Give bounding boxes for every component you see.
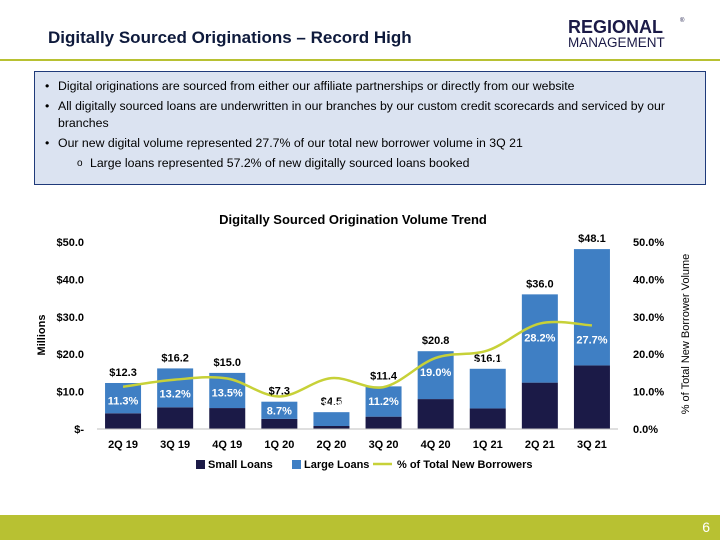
chart-title: Digitally Sourced Origination Volume Tre…	[219, 212, 487, 227]
page-number: 6	[702, 519, 710, 535]
bar-large-loans	[573, 249, 610, 366]
bar-large-loans	[105, 382, 142, 414]
pct-value-label: 28.2%	[524, 333, 555, 345]
sub-bullet-item: Large loans represented 57.2% of new dig…	[45, 155, 695, 172]
bar-small-loans	[573, 365, 610, 429]
x-tick-label: 3Q 21	[577, 439, 607, 451]
title-divider	[0, 59, 720, 61]
total-value-label: $15.0	[213, 357, 241, 369]
bar-large-loans	[261, 401, 298, 419]
x-tick-label: 4Q 20	[421, 439, 451, 451]
bar-small-loans	[469, 408, 506, 429]
x-tick-label: 2Q 21	[525, 439, 555, 451]
total-value-label: $12.3	[109, 367, 137, 379]
y-tick-label: $30.0	[56, 312, 84, 324]
logo-mark: ®	[680, 17, 685, 24]
x-tick-label: 2Q 20	[316, 439, 346, 451]
legend-label: Small Loans	[208, 459, 273, 471]
y-tick-label: $-	[74, 424, 84, 436]
bar-small-loans	[417, 399, 454, 429]
bar-large-loans	[365, 386, 402, 417]
y2-tick-label: 20.0%	[633, 349, 664, 361]
pct-value-label: 8.7%	[267, 405, 292, 417]
pct-value-label: 13.2%	[160, 389, 191, 401]
total-value-label: $11.4	[370, 370, 398, 382]
pct-value-label: 13.6%	[316, 399, 347, 411]
y-axis-label: Millions	[36, 315, 48, 356]
volume-trend-chart: Digitally Sourced Origination Volume Tre…	[36, 212, 692, 471]
x-tick-label: 3Q 19	[160, 439, 190, 451]
x-tick-label: 1Q 20	[264, 439, 294, 451]
x-tick-label: 2Q 19	[108, 439, 138, 451]
legend-label: % of Total New Borrowers	[397, 459, 532, 471]
bullet-item: Digital originations are sourced from ei…	[45, 78, 695, 95]
y2-axis-label: % of Total New Borrower Volume	[680, 254, 692, 415]
bar-small-loans	[105, 413, 142, 429]
y2-tick-label: 0.0%	[633, 424, 658, 436]
bar-large-loans	[157, 368, 194, 408]
x-tick-label: 3Q 20	[369, 439, 399, 451]
legend-swatch-small-loans	[196, 460, 205, 469]
pct-value-label: 21.0%	[472, 359, 503, 371]
bar-small-loans	[157, 407, 194, 429]
y2-tick-label: 30.0%	[633, 312, 664, 324]
total-value-label: $20.8	[422, 335, 450, 347]
bar-small-loans	[261, 418, 298, 429]
bar-large-loans	[313, 412, 350, 427]
y2-tick-label: 50.0%	[633, 237, 664, 249]
total-value-label: $4.5	[321, 396, 342, 408]
bar-large-loans	[469, 368, 506, 409]
bar-small-loans	[209, 408, 246, 429]
bar-large-loans	[521, 294, 558, 383]
legend-label: Large Loans	[304, 459, 369, 471]
footer-bar: 6	[0, 515, 720, 540]
x-tick-label: 1Q 21	[473, 439, 503, 451]
pct-value-label: 19.0%	[420, 367, 451, 379]
pct-total-new-borrowers-line	[122, 320, 593, 398]
pct-value-label: 27.7%	[576, 334, 607, 346]
total-value-label: $16.1	[474, 353, 502, 365]
bar-small-loans	[365, 416, 402, 429]
y-tick-label: $40.0	[56, 274, 84, 286]
logo-line1: REGIONAL	[568, 17, 663, 37]
page-title: Digitally Sourced Originations – Record …	[48, 28, 412, 47]
summary-box: Digital originations are sourced from ei…	[34, 71, 706, 185]
y2-tick-label: 40.0%	[633, 274, 664, 286]
pct-value-label: 11.2%	[368, 396, 399, 408]
total-value-label: $48.1	[578, 233, 606, 245]
total-value-label: $36.0	[526, 278, 554, 290]
legend-swatch-large-loans	[292, 460, 301, 469]
pct-value-label: 13.5%	[212, 388, 243, 400]
total-value-label: $7.3	[269, 386, 290, 398]
total-value-label: $16.2	[161, 352, 189, 364]
pct-value-label: 11.3%	[108, 396, 139, 408]
bullet-item: Our new digital volume represented 27.7%…	[45, 135, 695, 152]
bullet-list: Digital originations are sourced from ei…	[35, 72, 705, 172]
x-tick-label: 4Q 19	[212, 439, 242, 451]
bar-small-loans	[313, 426, 350, 429]
bar-small-loans	[521, 382, 558, 429]
company-logo: REGIONAL ® MANAGEMENT	[544, 17, 685, 50]
y-tick-label: $10.0	[56, 387, 84, 399]
y-tick-label: $20.0	[56, 349, 84, 361]
y-tick-label: $50.0	[56, 237, 84, 249]
bullet-item: All digitally sourced loans are underwri…	[45, 98, 695, 132]
logo-line2: MANAGEMENT	[568, 35, 665, 50]
y2-tick-label: 10.0%	[633, 387, 664, 399]
